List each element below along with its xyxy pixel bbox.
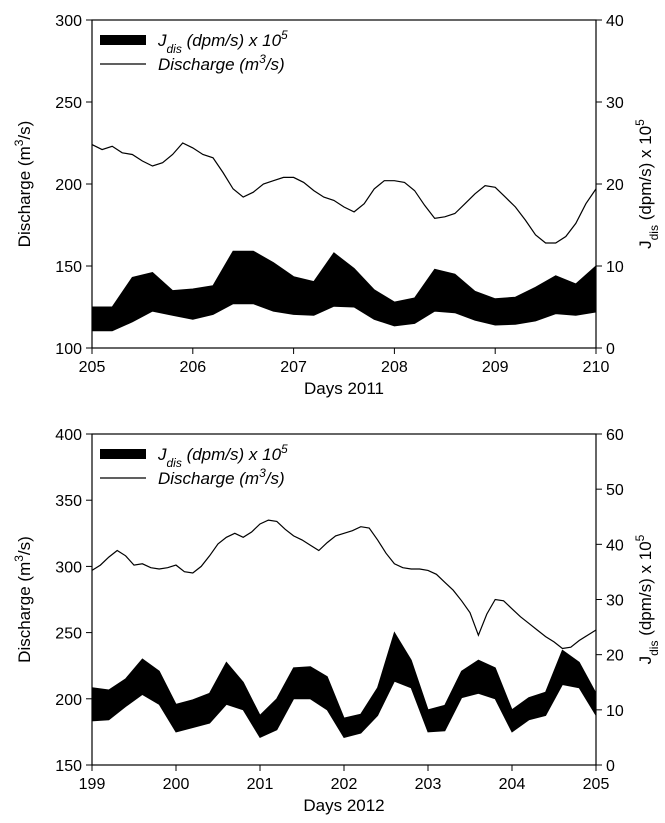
y-axis-label: Discharge (m3/s) <box>12 121 34 248</box>
y2-tick-label: 10 <box>606 703 624 720</box>
chart-panel-1: 205 206 207 208 209 210 100 150 200 250 300 0 10 20 30… <box>12 13 661 398</box>
x-tick-label: 208 <box>381 359 408 376</box>
x-axis-label: Days 2011 <box>304 379 384 398</box>
x-tick-label: 206 <box>179 359 206 376</box>
y-tick-label: 150 <box>55 758 82 775</box>
legend-label: Discharge (m3/s) <box>158 466 285 488</box>
y2-tick-label: 50 <box>606 482 624 499</box>
x-tick-label: 203 <box>415 776 442 793</box>
y2-tick-label: 20 <box>606 177 624 194</box>
y-tick-label: 400 <box>55 427 82 444</box>
y2-tick-label: 30 <box>606 95 624 112</box>
x-axis-label: Days 2012 <box>303 796 384 815</box>
x-tick-label: 204 <box>499 776 526 793</box>
y2-tick-label: 40 <box>606 13 624 30</box>
y-tick-label: 100 <box>55 341 82 358</box>
y-tick-label: 250 <box>55 626 82 643</box>
x-tick-label: 207 <box>280 359 307 376</box>
y-tick-label: 200 <box>55 177 82 194</box>
y2-tick-label: 30 <box>606 593 624 610</box>
discharge-line-series <box>91 142 597 244</box>
discharge-line-series <box>91 519 597 650</box>
y2-tick-label: 0 <box>606 341 615 358</box>
y-tick-label: 350 <box>55 493 82 510</box>
x-tick-label: 200 <box>163 776 190 793</box>
x-tick-label: 205 <box>583 776 610 793</box>
y-tick-label: 250 <box>55 95 82 112</box>
y-tick-label: 200 <box>55 692 82 709</box>
x-tick-label: 199 <box>79 776 106 793</box>
y2-axis-label: Jdis (dpm/s) x 105 <box>633 534 661 664</box>
x-tick-label: 202 <box>331 776 358 793</box>
x-tick-label: 210 <box>583 359 610 376</box>
chart-panel-2: 199 200 201 202 203 204 205 150 200 250 300 350 400 0… <box>12 427 661 815</box>
y-axis-label: Discharge (m3/s) <box>12 536 34 663</box>
x-tick-label: 209 <box>482 359 509 376</box>
y2-tick-label: 60 <box>606 427 624 444</box>
legend-label: Discharge (m3/s) <box>158 52 285 74</box>
legend-label: Jdis (dpm/s) x 105 <box>157 28 288 56</box>
y2-tick-label: 40 <box>606 537 624 554</box>
y2-tick-label: 10 <box>606 259 624 276</box>
y-tick-label: 300 <box>55 559 82 576</box>
legend-label: Jdis (dpm/s) x 105 <box>157 442 288 470</box>
y-tick-label: 150 <box>55 259 82 276</box>
y-tick-label: 300 <box>55 13 82 30</box>
x-tick-label: 205 <box>79 359 106 376</box>
x-tick-label: 201 <box>247 776 274 793</box>
y2-tick-label: 0 <box>606 758 615 775</box>
y2-tick-label: 20 <box>606 648 624 665</box>
y2-axis-label: Jdis (dpm/s) x 105 <box>633 119 661 249</box>
